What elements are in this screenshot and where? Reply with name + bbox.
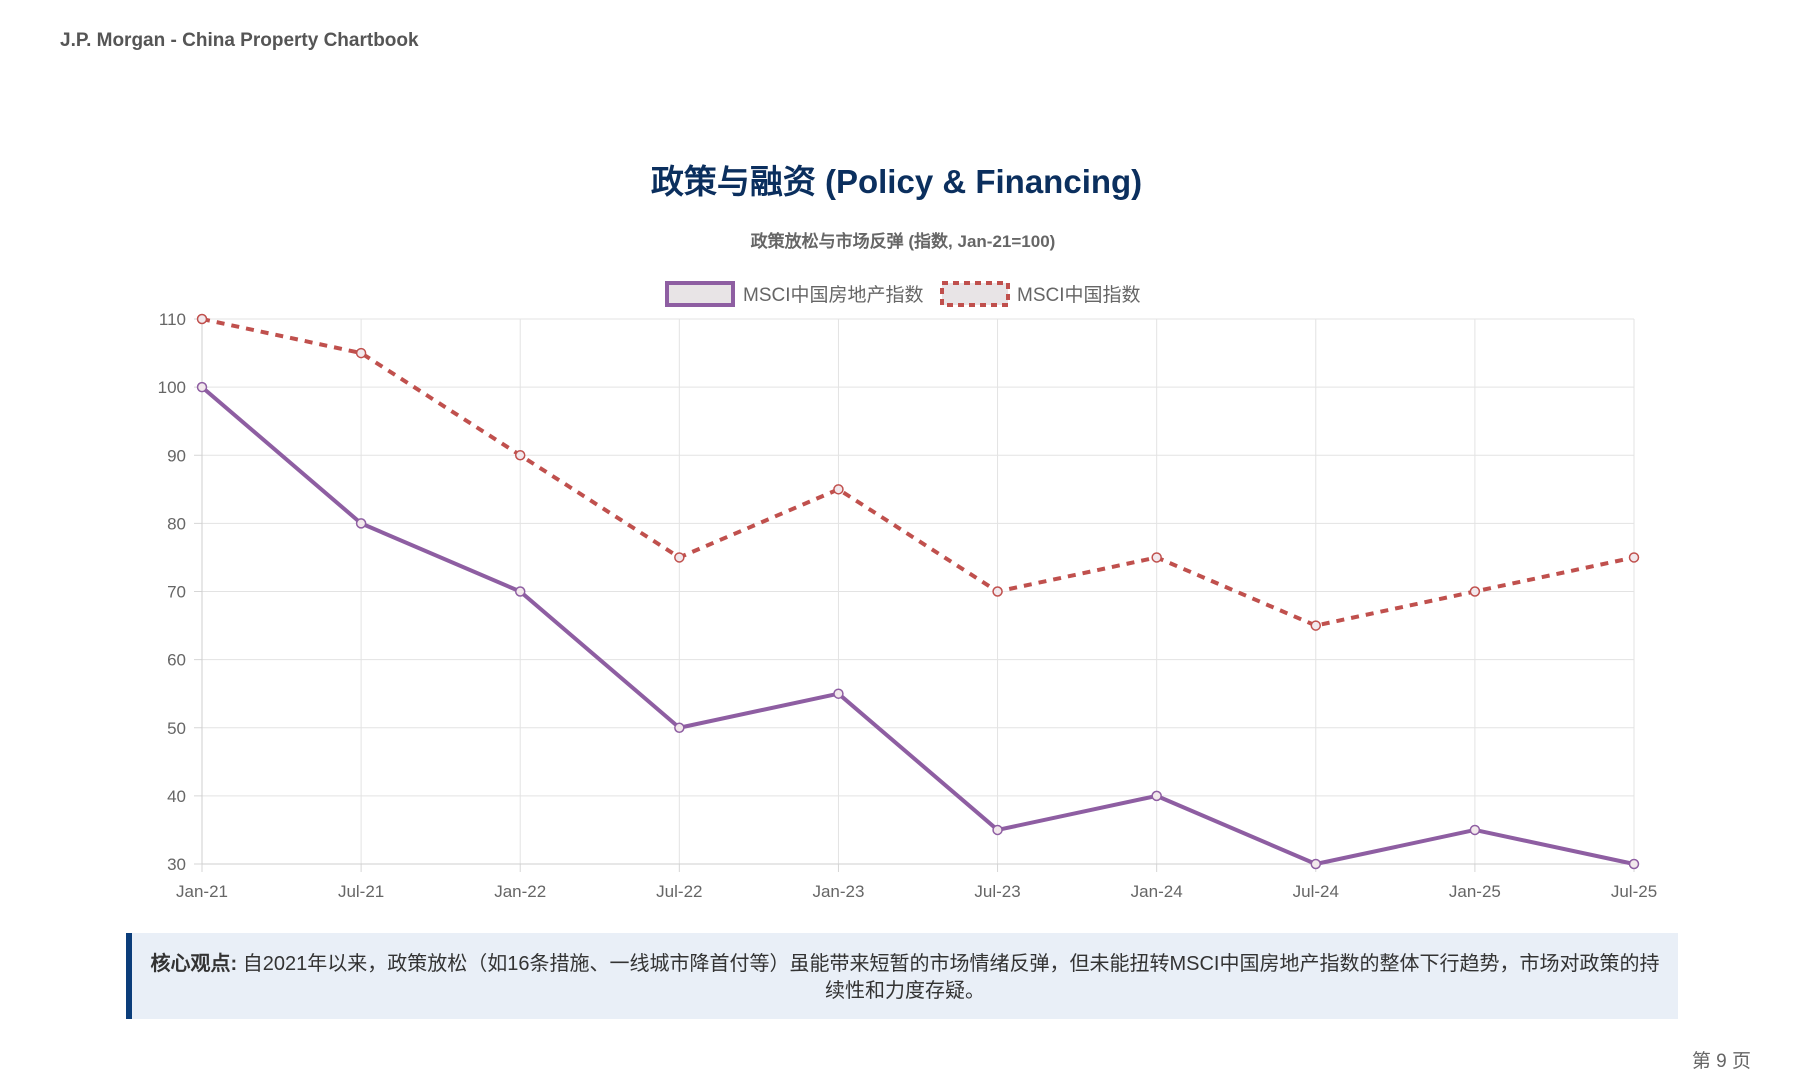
data-point-msci-china-property[interactable] <box>1628 858 1640 870</box>
y-tick-label: 100 <box>158 378 186 397</box>
legend-item-msci-china[interactable]: MSCI中国指数 <box>940 281 1141 307</box>
series-line-msci-china <box>201 317 1635 628</box>
y-tick-label: 70 <box>167 583 186 602</box>
data-point-msci-china-property[interactable] <box>992 824 1003 836</box>
data-point-msci-china-property[interactable] <box>514 586 526 597</box>
data-point-msci-china[interactable] <box>355 347 367 359</box>
chart-title: 政策放松与市场反弹 (指数, Jan-21=100) <box>751 231 1056 251</box>
y-tick-label: 80 <box>167 514 186 533</box>
data-point-msci-china[interactable] <box>1151 552 1162 563</box>
data-point-msci-china-property[interactable] <box>355 518 367 529</box>
series-line-msci-china-property <box>200 385 1636 866</box>
legend-label: MSCI中国指数 <box>1017 284 1141 306</box>
data-point-msci-china[interactable] <box>196 313 208 325</box>
y-tick-label: 90 <box>167 446 186 465</box>
legend-swatch <box>665 281 735 307</box>
x-tick-label: Jan-22 <box>494 882 546 901</box>
chart-series <box>196 313 1640 870</box>
y-tick-label: 30 <box>167 855 186 874</box>
page-number: 第 9 页 <box>1691 1051 1751 1072</box>
x-tick-label: Jan-23 <box>812 882 864 901</box>
legend-label: MSCI中国房地产指数 <box>743 284 924 306</box>
y-tick-label: 50 <box>167 719 186 738</box>
data-point-msci-china[interactable] <box>1628 552 1640 563</box>
y-tick-label: 40 <box>167 787 186 806</box>
data-point-msci-china[interactable] <box>1469 586 1481 597</box>
x-tick-label: Jul-24 <box>1293 882 1339 901</box>
x-tick-label: Jan-24 <box>1131 882 1183 901</box>
y-tick-label: 110 <box>159 310 186 329</box>
data-point-msci-china[interactable] <box>1310 620 1322 631</box>
chart-grid <box>201 318 1635 865</box>
x-tick-label: Jul-23 <box>974 882 1020 901</box>
callout-lead: 核心观点: <box>150 953 238 975</box>
legend-item-msci-china-property[interactable]: MSCI中国房地产指数 <box>665 281 924 307</box>
section-title: 政策与融资 (Policy & Financing) <box>650 163 1143 200</box>
header-brand: J.P. Morgan - China Property Chartbook <box>60 30 419 51</box>
callout-text: 自2021年以来，政策放松（如16条措施、一线城市降首付等）虽能带来短暂的市场情… <box>237 953 1660 1002</box>
y-tick-label: 60 <box>167 651 186 670</box>
data-point-msci-china-property[interactable] <box>833 688 844 699</box>
data-point-msci-china[interactable] <box>514 450 526 461</box>
data-point-msci-china[interactable] <box>833 484 844 495</box>
chart-axes: 30 40 50 60 70 80 90 100 110 Jan-21 Jul-21 Jan-22 Ju… <box>158 310 1658 901</box>
x-tick-label: Jan-21 <box>176 882 228 901</box>
key-insight-callout: 核心观点: 自2021年以来，政策放松（如16条措施、一线城市降首付等）虽能带来… <box>126 933 1678 1019</box>
data-point-msci-china[interactable] <box>992 586 1003 597</box>
data-point-msci-china-property[interactable] <box>196 381 208 393</box>
data-point-msci-china[interactable] <box>674 552 685 563</box>
data-point-msci-china-property[interactable] <box>1310 858 1322 870</box>
x-tick-label: Jul-25 <box>1611 882 1657 901</box>
x-tick-label: Jan-25 <box>1449 882 1501 901</box>
x-tick-label: Jul-21 <box>338 882 384 901</box>
data-point-msci-china-property[interactable] <box>674 722 685 733</box>
x-tick-label: Jul-22 <box>656 882 702 901</box>
chart-legend[interactable]: MSCI中国房地产指数 MSCI中国指数 <box>665 281 1141 307</box>
data-point-msci-china-property[interactable] <box>1151 790 1162 802</box>
legend-swatch <box>940 281 1010 307</box>
data-point-msci-china-property[interactable] <box>1469 824 1481 836</box>
